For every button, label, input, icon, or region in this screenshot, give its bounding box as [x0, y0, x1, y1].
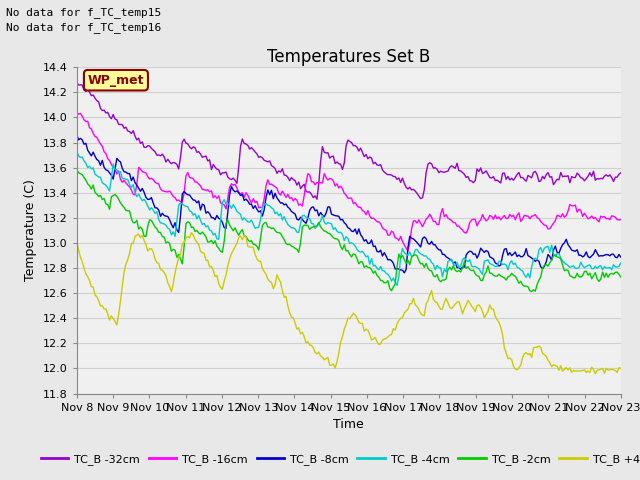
Title: Temperatures Set B: Temperatures Set B — [267, 48, 431, 66]
Text: No data for f_TC_temp16: No data for f_TC_temp16 — [6, 22, 162, 33]
X-axis label: Time: Time — [333, 418, 364, 431]
Text: No data for f_TC_temp15: No data for f_TC_temp15 — [6, 7, 162, 18]
Legend: TC_B -32cm, TC_B -16cm, TC_B -8cm, TC_B -4cm, TC_B -2cm, TC_B +4cm: TC_B -32cm, TC_B -16cm, TC_B -8cm, TC_B … — [36, 450, 640, 469]
Y-axis label: Temperature (C): Temperature (C) — [24, 180, 37, 281]
Text: WP_met: WP_met — [88, 74, 144, 87]
